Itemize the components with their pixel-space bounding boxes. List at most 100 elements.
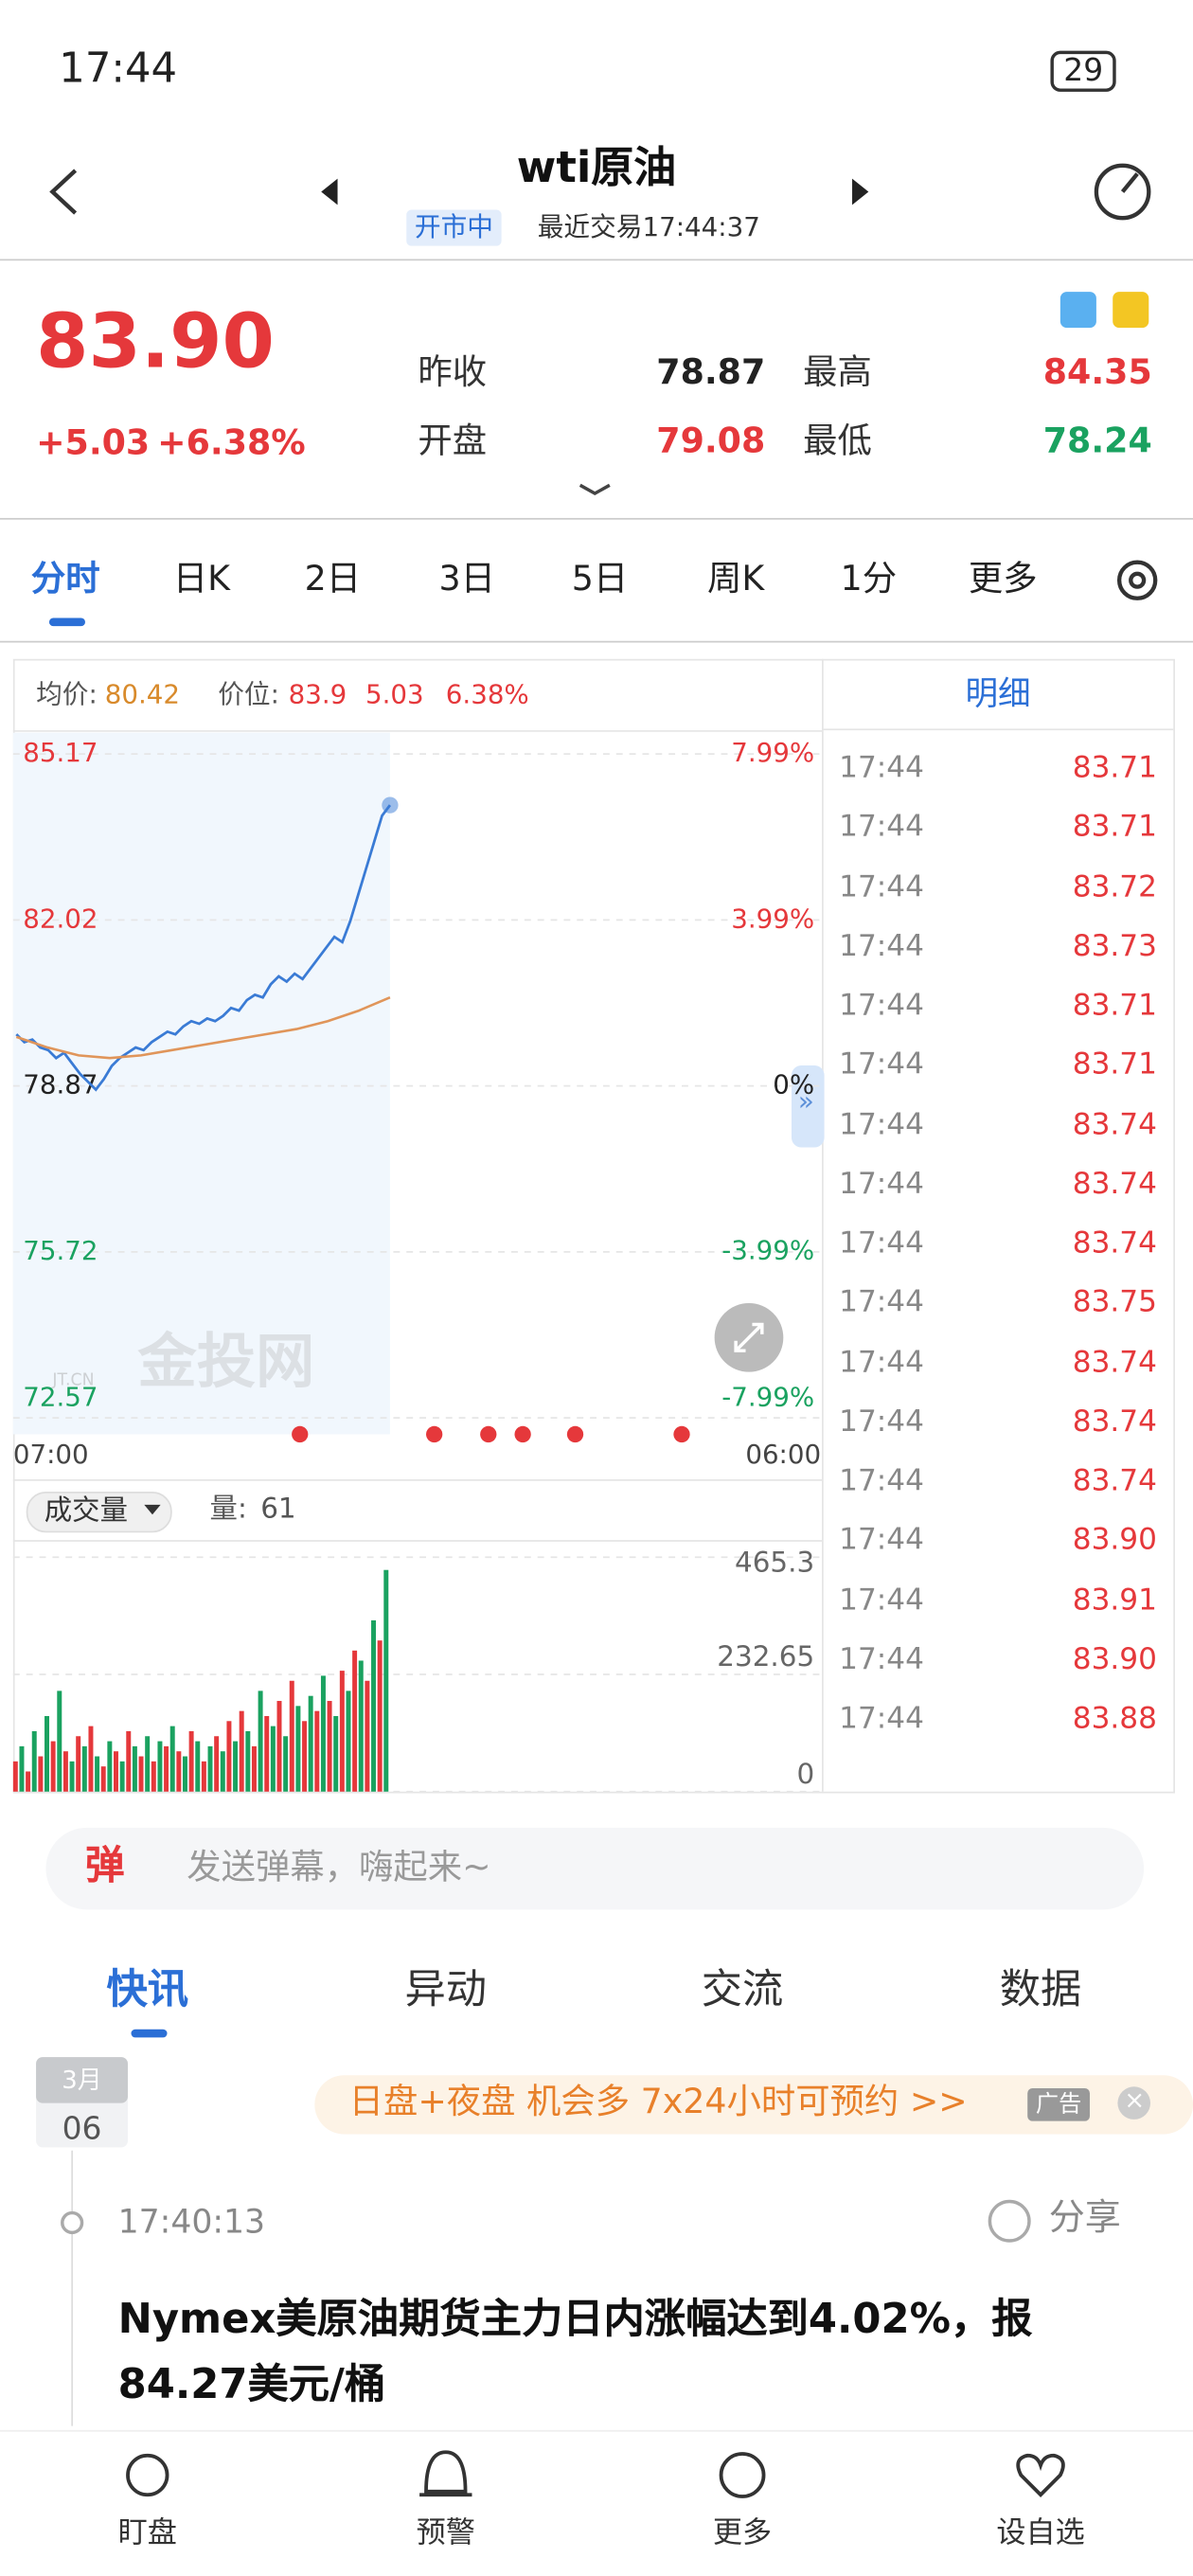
volume-bar xyxy=(358,1660,364,1792)
expand-arrow[interactable] xyxy=(579,483,611,495)
event-dot[interactable] xyxy=(673,1425,690,1443)
volume-bar xyxy=(62,1751,68,1792)
detail-price: 83.74 xyxy=(1072,1107,1157,1142)
ad-banner[interactable] xyxy=(314,2075,1193,2135)
chart-info: 5.03 xyxy=(365,678,424,710)
share[interactable]: 分享 xyxy=(1048,2198,1121,2240)
ad-text[interactable]: 日盘+夜盘 机会多 7x24小时可预约 >> xyxy=(348,2082,968,2121)
refresh-icon[interactable] xyxy=(1094,163,1151,221)
volume-bar xyxy=(81,1745,87,1792)
detail-time: 17:44 xyxy=(839,928,924,964)
ad-badge-bg xyxy=(1027,2088,1090,2121)
nav-icon[interactable] xyxy=(1016,2453,1065,2497)
tab[interactable]: 1分 xyxy=(840,559,898,599)
volume-current-label: 量: xyxy=(209,1493,247,1527)
share-icon[interactable] xyxy=(988,2199,1031,2243)
news-tab[interactable]: 快讯 xyxy=(106,1965,189,2013)
event-dot[interactable] xyxy=(292,1425,309,1443)
settings-icon[interactable] xyxy=(1116,560,1158,600)
y2-tick-label: 3.99% xyxy=(731,903,814,935)
volume-bar xyxy=(169,1726,175,1792)
tab[interactable]: 周K xyxy=(707,559,765,599)
prev-arrow[interactable] xyxy=(321,178,338,206)
nav-label[interactable]: 更多 xyxy=(712,2515,773,2551)
danmu-placeholder[interactable]: 发送弹幕，嗨起来~ xyxy=(187,1847,491,1887)
volume-bar xyxy=(88,1726,94,1792)
volume-bar xyxy=(383,1569,389,1792)
y-tick-label: 85.17 xyxy=(23,737,98,768)
x-tick-label: 07:00 xyxy=(13,1439,89,1470)
session-area xyxy=(12,732,390,1435)
news-tab[interactable]: 交流 xyxy=(701,1965,784,2013)
stat-label: 最高 xyxy=(803,352,872,392)
volume-bar xyxy=(31,1730,37,1792)
y-tick-label: 465.3 xyxy=(735,1547,814,1579)
event-dot[interactable] xyxy=(480,1425,497,1443)
nav-label[interactable]: 盯盘 xyxy=(117,2515,177,2551)
detail-price: 83.74 xyxy=(1072,1225,1157,1261)
volume-bar xyxy=(333,1715,339,1792)
separator xyxy=(0,640,1193,643)
ad-close[interactable] xyxy=(1117,2086,1151,2120)
nav-icon[interactable] xyxy=(126,2453,169,2497)
volume-bar xyxy=(12,1761,18,1792)
volume-bar xyxy=(164,1745,169,1792)
volume-bar xyxy=(220,1751,225,1792)
nav-label[interactable]: 设自选 xyxy=(996,2515,1085,2551)
tab[interactable]: 更多 xyxy=(968,559,1038,599)
detail-price: 83.74 xyxy=(1072,1166,1157,1202)
separator xyxy=(0,259,1193,261)
volume-bar xyxy=(132,1745,137,1792)
volume-bar xyxy=(38,1756,44,1792)
tab[interactable]: 2日 xyxy=(304,559,362,599)
timeline-dot xyxy=(61,2210,84,2235)
detail-time: 17:44 xyxy=(839,1107,924,1142)
headline[interactable]: Nymex美原油期货主力日内涨幅达到4.02%，报84.27美元/桶 xyxy=(117,2295,1033,2408)
detail-time: 17:44 xyxy=(839,1583,924,1618)
y-tick-label: 232.65 xyxy=(717,1640,814,1673)
pie-icon[interactable] xyxy=(1059,292,1096,329)
chart-info: 80.42 xyxy=(104,678,181,710)
tab[interactable]: 分时 xyxy=(30,559,100,599)
detail-title[interactable]: 明细 xyxy=(965,673,1031,713)
y-tick-label: 78.87 xyxy=(23,1069,98,1100)
volume-bar xyxy=(289,1680,294,1792)
back-icon[interactable] xyxy=(49,169,78,215)
stat-label: 最低 xyxy=(803,420,872,461)
volume-bar xyxy=(239,1710,244,1792)
tab[interactable]: 3日 xyxy=(438,559,496,599)
nav-label[interactable]: 预警 xyxy=(416,2515,475,2551)
news-tab[interactable]: 数据 xyxy=(999,1965,1082,2013)
detail-price: 83.72 xyxy=(1072,869,1157,904)
y2-tick-label: -7.99% xyxy=(721,1381,814,1412)
stat-value: 78.24 xyxy=(1042,420,1152,461)
nav-icon[interactable] xyxy=(419,2450,472,2497)
volume-bar xyxy=(258,1690,263,1792)
tab[interactable]: 5日 xyxy=(571,559,629,599)
ad-close-x: × xyxy=(1124,2084,1146,2115)
detail-time: 17:44 xyxy=(839,1225,924,1261)
volume-bar xyxy=(214,1736,220,1792)
y-tick-label: 72.57 xyxy=(23,1381,98,1412)
event-dot[interactable] xyxy=(514,1425,531,1443)
detail-price: 83.91 xyxy=(1072,1583,1157,1618)
detail-time: 17:44 xyxy=(839,1641,924,1677)
chart-info: 83.9 xyxy=(288,678,347,710)
event-dot[interactable] xyxy=(566,1425,584,1443)
tab[interactable]: 日K xyxy=(172,559,230,599)
detail-time: 17:44 xyxy=(839,869,924,904)
volume-bar xyxy=(314,1710,320,1792)
volume-bar xyxy=(126,1730,132,1792)
next-arrow[interactable] xyxy=(852,178,869,206)
event-dot[interactable] xyxy=(426,1425,443,1443)
volume-bar xyxy=(327,1701,332,1792)
nav-icon[interactable] xyxy=(719,2452,766,2498)
volume-bar xyxy=(233,1741,239,1792)
danmu-bar[interactable] xyxy=(45,1827,1145,1910)
news-tab[interactable]: 异动 xyxy=(404,1965,488,2013)
chart-info: 均价: xyxy=(36,678,98,710)
note-icon[interactable] xyxy=(1113,292,1149,329)
